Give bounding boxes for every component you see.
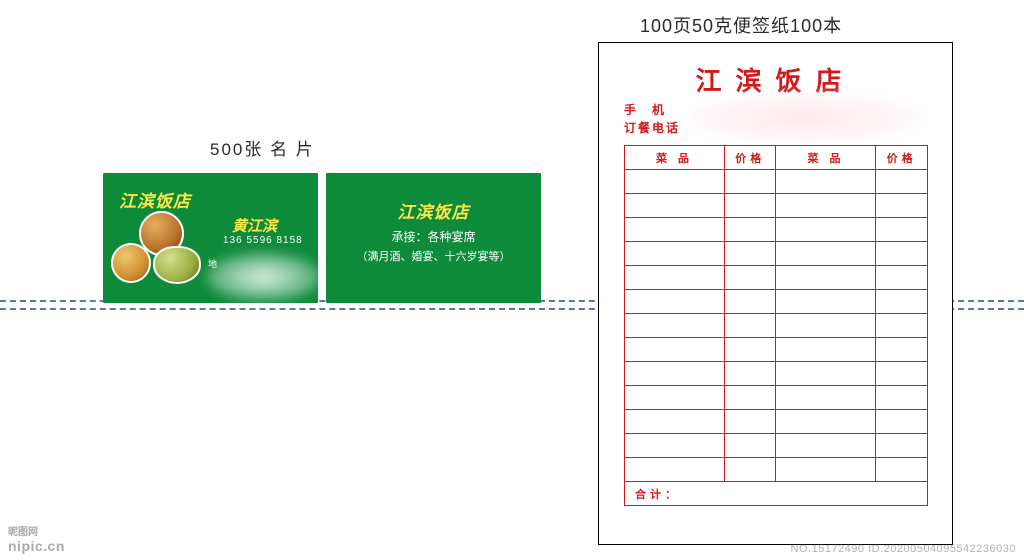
table-cell bbox=[876, 194, 928, 218]
table-total-row: 合计： bbox=[625, 482, 928, 506]
table-cell bbox=[625, 338, 725, 362]
table-row bbox=[625, 218, 928, 242]
food-images bbox=[111, 211, 206, 296]
table-row bbox=[625, 242, 928, 266]
table-row bbox=[625, 170, 928, 194]
table-cell bbox=[625, 266, 725, 290]
table-row bbox=[625, 362, 928, 386]
table-cell bbox=[724, 362, 776, 386]
table-cell bbox=[724, 314, 776, 338]
table-row bbox=[625, 290, 928, 314]
booking-phone-label: 订餐电话 bbox=[624, 119, 680, 137]
table-cell bbox=[776, 314, 876, 338]
card-person-name: 黄江滨 bbox=[232, 215, 277, 236]
table-cell bbox=[876, 266, 928, 290]
table-cell bbox=[776, 410, 876, 434]
table-cell bbox=[876, 218, 928, 242]
table-cell bbox=[625, 170, 725, 194]
table-cell bbox=[876, 362, 928, 386]
table-cell bbox=[724, 434, 776, 458]
business-card-front: 江滨饭店 黄江滨 136 5596 8158 地 bbox=[103, 173, 318, 303]
table-row bbox=[625, 434, 928, 458]
watermark-logo: 昵图网 nipic.cn bbox=[8, 523, 65, 554]
table-cell bbox=[776, 218, 876, 242]
watermark-logo-url: nipic.cn bbox=[8, 538, 65, 554]
table-cell bbox=[876, 434, 928, 458]
table-cell bbox=[724, 290, 776, 314]
table-cell bbox=[776, 170, 876, 194]
food-dish-icon bbox=[153, 246, 201, 284]
table-cell bbox=[876, 170, 928, 194]
card-front-title: 江滨饭店 bbox=[119, 187, 191, 212]
table-cell bbox=[625, 410, 725, 434]
table-cell bbox=[876, 458, 928, 482]
table-cell bbox=[625, 362, 725, 386]
table-cell bbox=[876, 242, 928, 266]
notepad-section-label: 100页50克便签纸100本 bbox=[640, 12, 842, 38]
table-cell bbox=[724, 458, 776, 482]
table-cell bbox=[876, 338, 928, 362]
header-price: 价格 bbox=[876, 146, 928, 170]
table-cell bbox=[776, 266, 876, 290]
table-cell bbox=[724, 338, 776, 362]
notepad-contact-labels: 手 机 订餐电话 bbox=[624, 101, 680, 137]
notepad-sheet: 江滨饭店 手 机 订餐电话 菜 品 价格 菜 品 价格 合计： bbox=[598, 42, 953, 545]
table-cell bbox=[625, 194, 725, 218]
watermark-id: NO.15172490 ID.20200504095542236030 bbox=[791, 543, 1016, 555]
table-cell bbox=[625, 458, 725, 482]
table-cell bbox=[876, 410, 928, 434]
food-dish-icon bbox=[111, 243, 151, 283]
table-cell bbox=[776, 362, 876, 386]
table-cell bbox=[776, 338, 876, 362]
card-section-label: 500张 名 片 bbox=[210, 135, 315, 160]
blur-overlay bbox=[206, 253, 321, 301]
blur-overlay bbox=[687, 93, 922, 143]
header-price: 价格 bbox=[724, 146, 776, 170]
table-row bbox=[625, 410, 928, 434]
table-row bbox=[625, 386, 928, 410]
table-cell bbox=[625, 314, 725, 338]
table-cell bbox=[724, 386, 776, 410]
table-cell bbox=[876, 314, 928, 338]
table-cell bbox=[776, 290, 876, 314]
table-cell bbox=[625, 218, 725, 242]
table-cell bbox=[724, 194, 776, 218]
header-dish: 菜 品 bbox=[776, 146, 876, 170]
table-cell bbox=[625, 434, 725, 458]
table-row bbox=[625, 194, 928, 218]
card-back-description: （满月酒、婚宴、十六岁宴等） bbox=[326, 248, 541, 264]
table-cell bbox=[724, 218, 776, 242]
table-cell bbox=[724, 266, 776, 290]
table-cell bbox=[625, 242, 725, 266]
table-cell bbox=[724, 410, 776, 434]
table-cell bbox=[776, 194, 876, 218]
table-cell bbox=[776, 434, 876, 458]
table-row bbox=[625, 458, 928, 482]
business-card-back: 江滨饭店 承接：各种宴席 （满月酒、婚宴、十六岁宴等） bbox=[326, 173, 541, 303]
table-row bbox=[625, 314, 928, 338]
header-dish: 菜 品 bbox=[625, 146, 725, 170]
watermark-logo-cn: 昵图网 bbox=[8, 523, 65, 538]
table-cell bbox=[625, 290, 725, 314]
card-back-title: 江滨饭店 bbox=[326, 198, 541, 223]
mobile-label: 手 机 bbox=[624, 101, 680, 119]
table-row bbox=[625, 338, 928, 362]
notepad-title: 江滨饭店 bbox=[599, 61, 952, 98]
table-row bbox=[625, 266, 928, 290]
order-table: 菜 品 价格 菜 品 价格 合计： bbox=[624, 145, 928, 506]
table-cell bbox=[625, 386, 725, 410]
card-back-subtitle: 承接：各种宴席 bbox=[326, 228, 541, 245]
table-cell bbox=[724, 242, 776, 266]
table-cell bbox=[876, 290, 928, 314]
table-cell bbox=[724, 170, 776, 194]
table-cell bbox=[776, 242, 876, 266]
table-header-row: 菜 品 价格 菜 品 价格 bbox=[625, 146, 928, 170]
table-cell bbox=[876, 386, 928, 410]
card-phone: 136 5596 8158 bbox=[223, 235, 303, 246]
total-label: 合计： bbox=[625, 482, 928, 506]
table-cell bbox=[776, 458, 876, 482]
table-cell bbox=[776, 386, 876, 410]
